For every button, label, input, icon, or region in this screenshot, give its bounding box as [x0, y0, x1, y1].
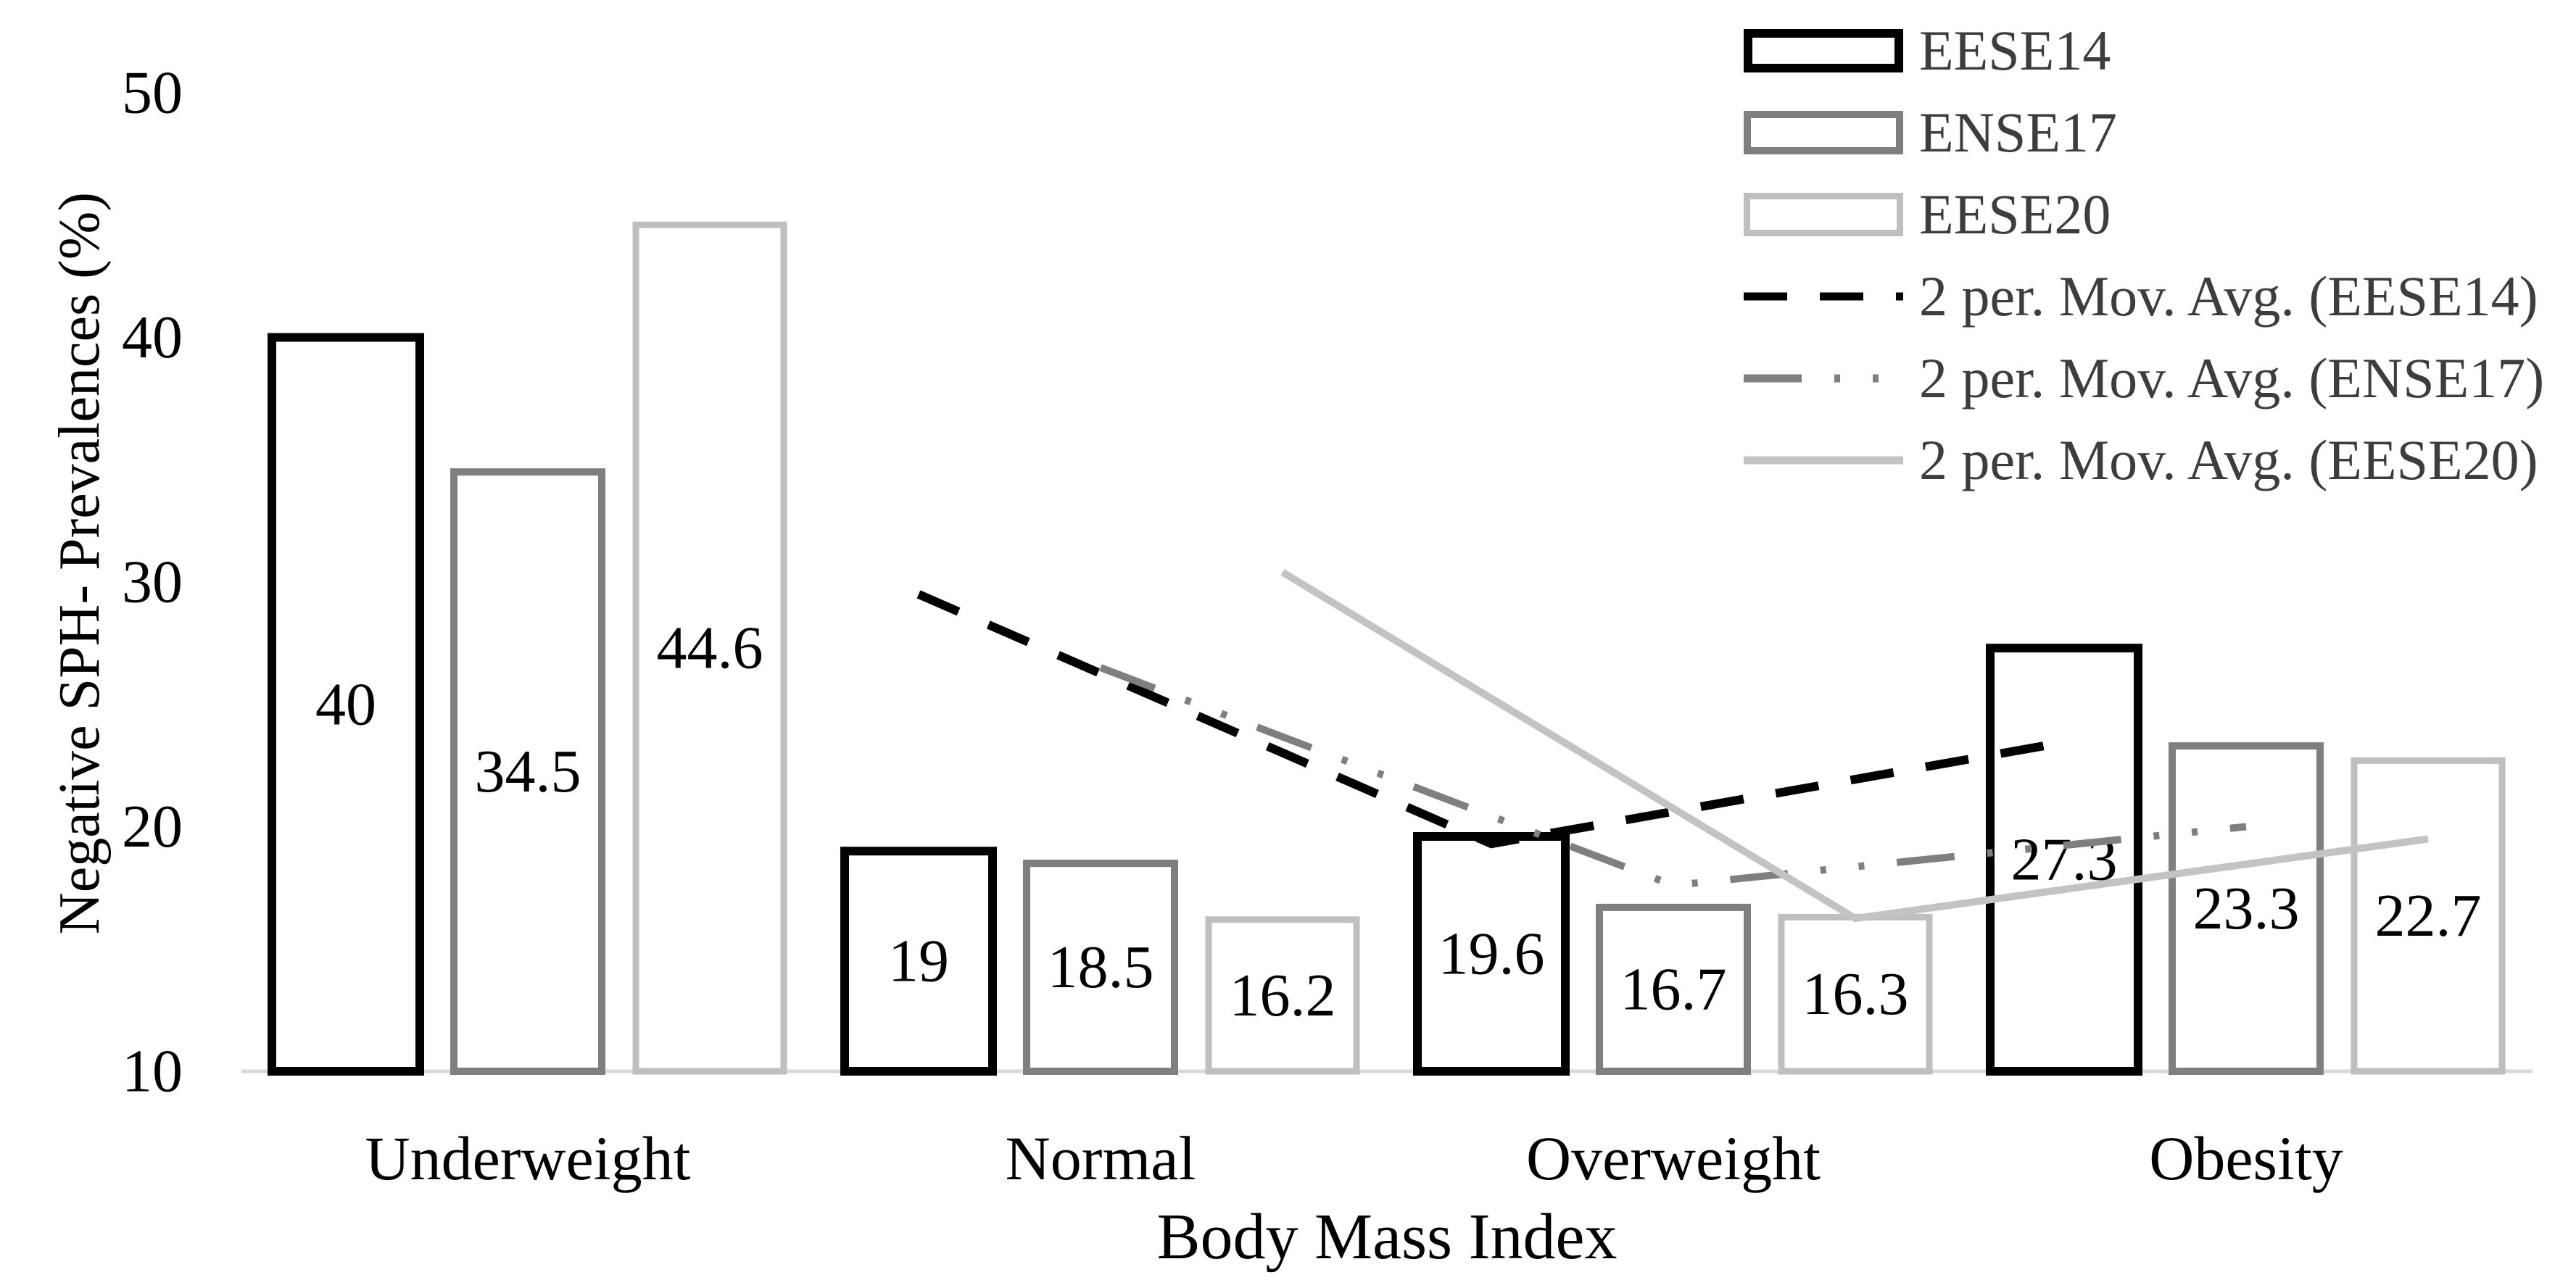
bar-EESE14-Obesity: [1986, 644, 2142, 1076]
bar-value-label-ENSE17-Obesity: 23.3: [2193, 875, 2300, 942]
legend-bar-swatch-icon: [1744, 193, 1903, 236]
legend-label: EESE14: [1919, 19, 2111, 82]
bar-value-label-EESE20-Normal: 16.2: [1230, 962, 1336, 1029]
bar-ENSE17-Normal: [1023, 860, 1178, 1075]
trendline-ENSE17: [1099, 664, 2247, 889]
legend-line-swatch-icon: [1744, 292, 1903, 301]
bar-value-label-EESE20-Obesity: 22.7: [2375, 882, 2482, 950]
y-tick-label-30: 30: [122, 549, 183, 616]
bar-value-label-EESE14-Underweight: 40: [315, 670, 376, 738]
y-tick-label-20: 20: [122, 793, 183, 860]
legend-item-ENSE17: ENSE17: [1744, 92, 2117, 173]
trendline-EESE14: [916, 590, 2066, 849]
legend-item-2-per-Mov-Avg-ENSE17-: 2 per. Mov. Avg. (ENSE17): [1744, 338, 2544, 419]
bar-value-label-ENSE17-Normal: 18.5: [1048, 934, 1154, 1001]
x-category-label-Overweight: Overweight: [1526, 1123, 1821, 1193]
legend-line-swatch-icon: [1744, 456, 1903, 465]
legend-label: EESE20: [1919, 183, 2111, 246]
legend-label: ENSE17: [1919, 101, 2117, 164]
legend-bar-swatch-icon: [1744, 111, 1903, 154]
legend-bar-swatch-icon: [1744, 29, 1903, 72]
x-category-label-Normal: Normal: [1006, 1123, 1196, 1193]
x-axis-title: Body Mass Index: [1156, 1201, 1618, 1273]
bar-EESE20-Underweight: [632, 221, 787, 1075]
bar-EESE14-Underweight: [268, 333, 424, 1076]
bar-value-label-ENSE17-Underweight: 34.5: [475, 738, 581, 805]
bar-value-label-EESE20-Overweight: 16.3: [1802, 960, 1909, 1028]
bar-EESE20-Obesity: [2351, 757, 2506, 1075]
bar-ENSE17-Obesity: [2169, 742, 2324, 1075]
legend-item-2-per-Mov-Avg-EESE14-: 2 per. Mov. Avg. (EESE14): [1744, 256, 2538, 337]
legend-label: 2 per. Mov. Avg. (ENSE17): [1919, 346, 2545, 410]
legend-label: 2 per. Mov. Avg. (EESE20): [1919, 428, 2538, 491]
bar-EESE20-Normal: [1205, 916, 1360, 1075]
y-tick-label-40: 40: [122, 304, 183, 371]
legend-label: 2 per. Mov. Avg. (EESE14): [1919, 265, 2538, 328]
legend: EESE14 ENSE17 EESE20 2 per. Mov. Avg. (EESE…: [1744, 0, 2576, 551]
legend-item-EESE20: EESE20: [1744, 174, 2111, 255]
legend-item-2-per-Mov-Avg-EESE20-: 2 per. Mov. Avg. (EESE20): [1744, 420, 2538, 501]
trendline-EESE20: [1280, 569, 2429, 923]
y-tick-label-10: 10: [122, 1038, 183, 1105]
bar-EESE14-Overweight: [1413, 832, 1570, 1076]
bar-value-label-ENSE17-Overweight: 16.7: [1620, 955, 1727, 1023]
y-tick-label-50: 50: [122, 59, 183, 127]
x-category-label-Underweight: Underweight: [365, 1123, 691, 1193]
bar-value-label-EESE14-Normal: 19: [888, 928, 949, 995]
bar-EESE14-Normal: [840, 847, 997, 1076]
x-category-label-Obesity: Obesity: [2149, 1123, 2343, 1193]
y-axis-title: Negative SPH- Prevalences (%): [48, 191, 112, 935]
bar-ENSE17-Overweight: [1596, 903, 1751, 1075]
legend-item-EESE14: EESE14: [1744, 10, 2111, 91]
bar-value-label-EESE20-Underweight: 44.6: [657, 615, 763, 682]
bar-EESE20-Overweight: [1778, 913, 1933, 1075]
bar-value-label-EESE14-Overweight: 19.6: [1438, 921, 1545, 988]
legend-line-swatch-icon: [1744, 374, 1903, 383]
bar-ENSE17-Underweight: [450, 468, 605, 1075]
